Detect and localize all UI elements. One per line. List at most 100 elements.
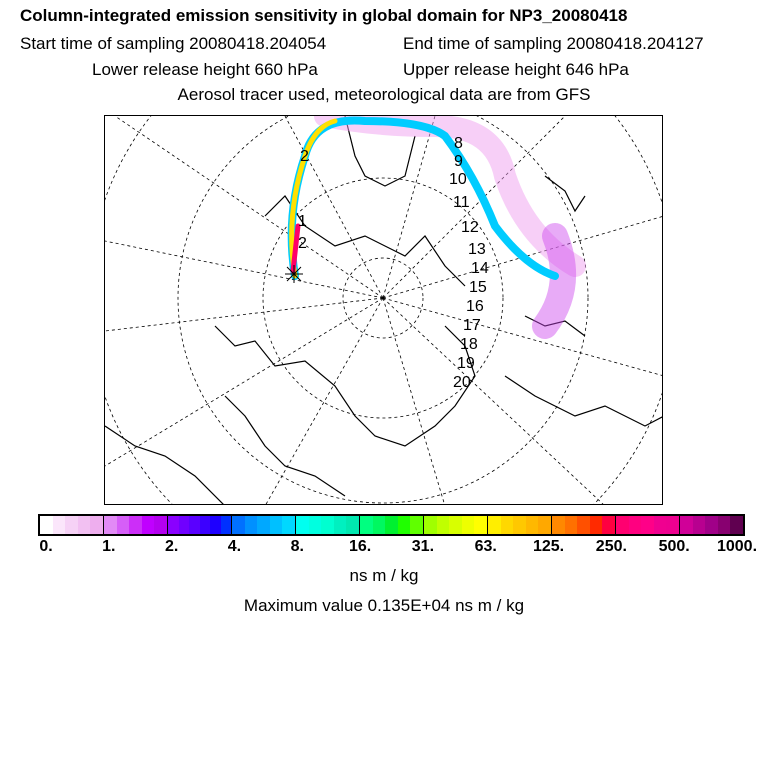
track-label: 13	[468, 241, 486, 258]
colorbar-swatch	[397, 516, 411, 534]
colorbar-swatch	[410, 516, 423, 534]
colorbar-tick-label: 500.	[658, 538, 690, 555]
colorbar-swatch	[40, 516, 53, 534]
colorbar-swatch	[296, 516, 309, 534]
colorbar-swatch	[602, 516, 615, 534]
colorbar-tick-label: 8.	[290, 538, 304, 555]
colorbar-segment	[552, 516, 616, 534]
colorbar-swatch	[244, 516, 258, 534]
colorbar-swatch	[232, 516, 245, 534]
colorbar-segment	[168, 516, 232, 534]
colorbar-swatch	[589, 516, 603, 534]
colorbar-tick-label: 16.	[348, 538, 372, 555]
colorbar-swatch	[321, 516, 334, 534]
colorbar-swatch	[65, 516, 78, 534]
colorbar-tick-label: 1.	[102, 538, 116, 555]
colorbar-swatch	[282, 516, 295, 534]
colorbar-swatch	[538, 516, 551, 534]
tracer-info: Aerosol tracer used, meteorological data…	[177, 85, 591, 104]
colorbar-swatch	[154, 516, 167, 534]
track-label: 2	[298, 235, 307, 252]
colorbar-swatch	[424, 516, 437, 534]
track-label: 20	[453, 374, 471, 391]
colorbar-segment	[232, 516, 296, 534]
colorbar-swatch	[360, 516, 373, 534]
colorbar-swatch	[333, 516, 347, 534]
colorbar-tick-label: 1000.	[716, 538, 758, 555]
max-value-text: Maximum value 0.135E+04 ns m / kg	[243, 596, 525, 615]
colorbar-swatch	[257, 516, 270, 534]
colorbar-segment	[424, 516, 488, 534]
track-label: 15	[469, 279, 487, 296]
colorbar-swatch	[666, 516, 679, 534]
colorbar-units: ns m / kg	[349, 566, 419, 585]
colorbar-swatch	[449, 516, 462, 534]
colorbar-swatch	[680, 516, 693, 534]
colorbar-segment	[104, 516, 168, 534]
colorbar-swatch	[189, 516, 200, 534]
colorbar-swatch	[90, 516, 103, 534]
end-time: End time of sampling 20080418.204127	[403, 34, 704, 53]
colorbar-swatch	[717, 516, 731, 534]
track-label: 14	[471, 260, 489, 277]
colorbar-swatch	[77, 516, 91, 534]
colorbar-segment	[616, 516, 680, 534]
colorbar-tick-label: 250.	[595, 538, 627, 555]
colorbar-swatch	[372, 516, 386, 534]
colorbar-swatch	[210, 516, 221, 534]
upper-release-height: Upper release height 646 hPa	[403, 60, 629, 79]
colorbar-tick-label: 125.	[532, 538, 565, 555]
colorbar-swatch	[705, 516, 718, 534]
polar-map: 1 2 2 8 9 10 11 12 13 14 15 16 17 18 19 …	[104, 115, 663, 505]
plot-title: Column-integrated emission sensitivity i…	[20, 6, 628, 25]
colorbar-swatch	[641, 516, 654, 534]
lower-release-height: Lower release height 660 hPa	[92, 60, 318, 79]
colorbar-swatch	[269, 516, 283, 534]
colorbar-swatch	[653, 516, 667, 534]
colorbar-tick-label: 31.	[411, 538, 435, 555]
colorbar-swatch	[168, 516, 179, 534]
colorbar-swatch	[116, 516, 130, 534]
colorbar-swatch	[616, 516, 629, 534]
colorbar-tick-label: 4.	[227, 538, 242, 555]
track-label: 16	[466, 298, 484, 315]
colorbar-swatch	[346, 516, 359, 534]
colorbar-tick-label: 2.	[164, 538, 179, 555]
track-label: 8	[454, 135, 463, 152]
colorbar-tick-label: 0.	[39, 538, 53, 555]
track-label: 18	[460, 336, 478, 353]
track-labels: 1 2 2 8 9 10 11 12 13 14 15 16 17 18 19 …	[298, 135, 489, 391]
colorbar-swatch	[436, 516, 450, 534]
colorbar-swatch	[178, 516, 189, 534]
colorbar-tick-label: 63.	[474, 538, 497, 555]
colorbar-swatch	[488, 516, 501, 534]
colorbar-swatch	[461, 516, 475, 534]
track-label: 12	[461, 219, 479, 236]
colorbar-swatch	[220, 516, 231, 534]
track-label: 9	[454, 153, 463, 170]
colorbar	[38, 514, 745, 536]
colorbar-segment	[296, 516, 360, 534]
colorbar-segment	[360, 516, 424, 534]
colorbar-swatch	[199, 516, 210, 534]
track-label: 17	[463, 317, 481, 334]
track-label: 1	[298, 213, 307, 230]
colorbar-swatch	[474, 516, 487, 534]
colorbar-swatch	[500, 516, 514, 534]
emission-plume	[287, 116, 586, 339]
colorbar-swatch	[141, 516, 155, 534]
track-label: 10	[449, 171, 467, 188]
track-label: 19	[457, 355, 475, 372]
colorbar-swatch	[52, 516, 66, 534]
colorbar-swatch	[552, 516, 565, 534]
map-canvas: 1 2 2 8 9 10 11 12 13 14 15 16 17 18 19 …	[105, 116, 662, 504]
colorbar-swatch	[564, 516, 578, 534]
track-label: 11	[453, 194, 470, 211]
colorbar-swatch	[525, 516, 539, 534]
colorbar-swatch	[385, 516, 398, 534]
coastlines	[105, 116, 662, 504]
graticule	[105, 116, 662, 504]
track-label: 2	[300, 148, 309, 165]
release-point-star	[285, 265, 303, 283]
colorbar-segment	[680, 516, 743, 534]
